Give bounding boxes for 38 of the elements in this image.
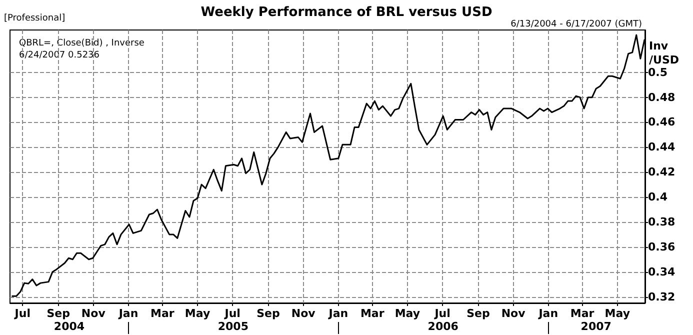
- x-tick-label: Nov: [501, 307, 526, 320]
- x2-tick-label: 2005: [218, 320, 248, 333]
- y-axis-title: Inv /USD: [649, 39, 680, 66]
- chart-subtitle: 6/13/2004 - 6/17/2007 (GMT): [510, 20, 642, 30]
- y-tick-label: 0.36: [648, 240, 676, 254]
- annotation: 6/24/2007 0.5236: [19, 50, 100, 60]
- x-tick-label: Sep: [466, 307, 490, 320]
- x-tick-label: Jul: [224, 307, 240, 320]
- y-tick-label: 0.5: [648, 66, 668, 79]
- x-tick-label: Jul: [434, 307, 450, 320]
- y-tick-label: 0.4: [648, 190, 668, 204]
- y-tick-label: 0.44: [648, 140, 676, 154]
- y-tick-label: 0.34: [648, 265, 676, 278]
- y-tick-label: 0.42: [648, 166, 676, 179]
- text: [Professional]: [4, 14, 66, 24]
- x-tick-label: Jan: [328, 307, 348, 320]
- annotation: QBRL=, Close(Bid) , Inverse: [19, 38, 145, 48]
- x-tick-label: Mar: [360, 307, 385, 320]
- x-tick-label: Jul: [14, 307, 31, 320]
- y-tick-label: 0.32: [648, 290, 676, 304]
- y-tick-label: 0.46: [648, 116, 676, 129]
- x-tick-label: May: [184, 307, 210, 320]
- y-tick-label: 0.48: [648, 90, 676, 104]
- x-tick-label: Nov: [291, 307, 316, 320]
- x-tick-label: Mar: [570, 307, 595, 320]
- y-tick-label: 0.38: [648, 215, 676, 228]
- x-tick-label: May: [394, 307, 420, 320]
- x2-tick-label: 2006: [428, 320, 459, 333]
- x-tick-label: Sep: [46, 307, 70, 320]
- x-tick-label: Nov: [81, 307, 106, 320]
- x-tick-label: Jan: [118, 307, 138, 320]
- x-tick-label: Mar: [150, 307, 175, 320]
- x2-tick-label: 2007: [580, 320, 612, 333]
- x-tick-label: May: [604, 307, 630, 320]
- x-tick-label: Jan: [538, 307, 558, 320]
- x2-tick-label: 2004: [54, 320, 85, 333]
- chart-title: Weekly Performance of BRL versus USD: [200, 5, 492, 20]
- x-tick-label: Sep: [256, 307, 280, 320]
